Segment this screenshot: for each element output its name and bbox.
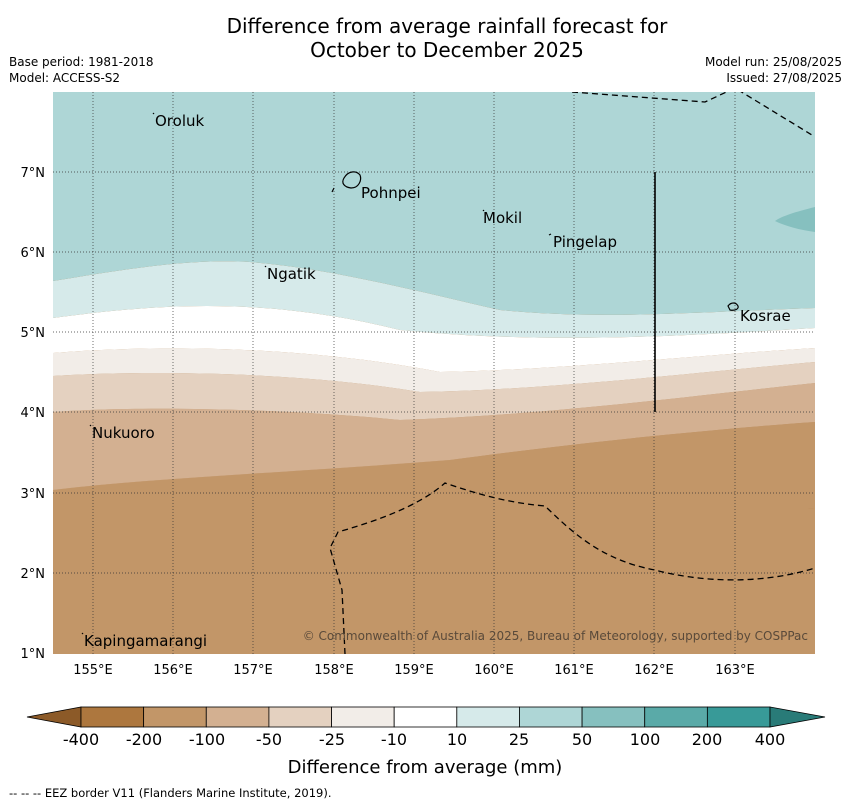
model-name: Model: ACCESS-S2 xyxy=(9,71,121,85)
colorbar-title: Difference from average (mm) xyxy=(288,757,563,778)
colorbar xyxy=(26,706,826,728)
latitude-ticks: 7°N 6°N 5°N 4°N 3°N 2°N 1°N xyxy=(21,166,46,662)
colorbar-label: 400 xyxy=(755,730,786,749)
colorbar-label: -100 xyxy=(189,730,225,749)
longitude-ticks: 155°E 156°E 157°E 158°E 159°E 160°E 161°… xyxy=(73,663,755,678)
colorbar-labels: -400 -200 -100 -50 -25 -10 10 25 50 100 … xyxy=(63,730,785,749)
lat-tick: 4°N xyxy=(21,406,46,421)
band-minus-25 xyxy=(53,362,815,420)
colorbar-segment xyxy=(80,706,145,728)
colorbar-segment xyxy=(644,706,708,728)
colorbar-segment xyxy=(393,706,458,728)
eez-borders xyxy=(329,92,815,654)
band-minus-50 xyxy=(53,383,815,490)
place-pohnpei[interactable]: Pohnpei xyxy=(361,184,421,202)
colorbar-segment xyxy=(268,706,332,728)
colorbar-segment xyxy=(331,706,395,728)
issued-date: Issued: 27/08/2025 xyxy=(726,71,842,85)
lon-tick: 160°E xyxy=(474,663,514,678)
place-pingelap[interactable]: Pingelap xyxy=(553,233,617,251)
colorbar-segment xyxy=(456,706,520,728)
map-title: Difference from average rainfall forecas… xyxy=(0,14,850,62)
colorbar-label: -10 xyxy=(381,730,407,749)
island-dots xyxy=(81,112,552,635)
place-ngatik[interactable]: Ngatik xyxy=(267,265,316,283)
colorbar-segment xyxy=(581,706,646,728)
lon-tick: 156°E xyxy=(153,663,193,678)
lat-tick: 1°N xyxy=(21,647,46,662)
colorbar-label: -50 xyxy=(256,730,282,749)
colorbar-segment xyxy=(143,706,207,728)
colorbar-label: -25 xyxy=(319,730,345,749)
lon-tick: 163°E xyxy=(715,663,755,678)
map-title-line2: October to December 2025 xyxy=(310,38,584,62)
place-oroluk[interactable]: Oroluk xyxy=(155,112,204,130)
place-mokil[interactable]: Mokil xyxy=(483,209,522,227)
lat-tick: 2°N xyxy=(21,567,46,582)
colorbar-segment xyxy=(205,706,270,728)
lon-tick: 158°E xyxy=(314,663,354,678)
colorbar-extend-high xyxy=(769,706,826,728)
lon-tick: 162°E xyxy=(634,663,674,678)
lon-tick: 159°E xyxy=(394,663,434,678)
place-kapingamarangi[interactable]: Kapingamarangi xyxy=(84,632,207,650)
lat-tick: 6°N xyxy=(21,246,46,261)
band-plus-50 xyxy=(53,92,815,315)
map-title-line1: Difference from average rainfall forecas… xyxy=(226,14,668,38)
lat-tick: 3°N xyxy=(21,487,46,502)
base-period: Base period: 1981-2018 xyxy=(9,55,154,69)
place-labels: Oroluk Pohnpei Mokil Pingelap Ngatik Kos… xyxy=(84,112,791,650)
rainfall-map[interactable]: Oroluk Pohnpei Mokil Pingelap Ngatik Kos… xyxy=(53,88,815,654)
colorbar-segment xyxy=(519,706,583,728)
meta-right: Model run: 25/08/2025 Issued: 27/08/2025 xyxy=(705,54,842,86)
island-pohnpei-icon xyxy=(342,171,362,189)
colorbar-label: 10 xyxy=(447,730,467,749)
place-kosrae[interactable]: Kosrae xyxy=(740,307,791,325)
band-minus-10 xyxy=(53,348,815,392)
footnote: -- -- -- EEZ border V11 (Flanders Marine… xyxy=(9,786,332,800)
colorbar-label: 200 xyxy=(692,730,723,749)
place-nukuoro[interactable]: Nukuoro xyxy=(92,424,155,442)
colorbar-label: 50 xyxy=(572,730,592,749)
band-neutral xyxy=(53,305,815,372)
colorbar-label: -200 xyxy=(126,730,162,749)
colorbar-extend-low xyxy=(26,706,82,728)
lat-tick: 7°N xyxy=(21,166,46,181)
lat-tick: 5°N xyxy=(21,326,46,341)
colorbar-label: -400 xyxy=(63,730,99,749)
lon-tick: 161°E xyxy=(554,663,594,678)
copyright-text: © Commonwealth of Australia 2025, Bureau… xyxy=(303,629,808,643)
band-plus-25 xyxy=(53,261,815,338)
model-run: Model run: 25/08/2025 xyxy=(704,55,842,69)
colorbar-segment xyxy=(706,706,771,728)
lon-tick: 157°E xyxy=(233,663,273,678)
meta-left: Base period: 1981-2018 Model: ACCESS-S2 xyxy=(9,54,154,86)
band-plus-100-patch xyxy=(775,207,815,232)
lon-tick: 155°E xyxy=(73,663,113,678)
colorbar-label: 25 xyxy=(509,730,529,749)
island-kosrae-icon xyxy=(727,302,739,311)
colorbar-label: 100 xyxy=(630,730,661,749)
